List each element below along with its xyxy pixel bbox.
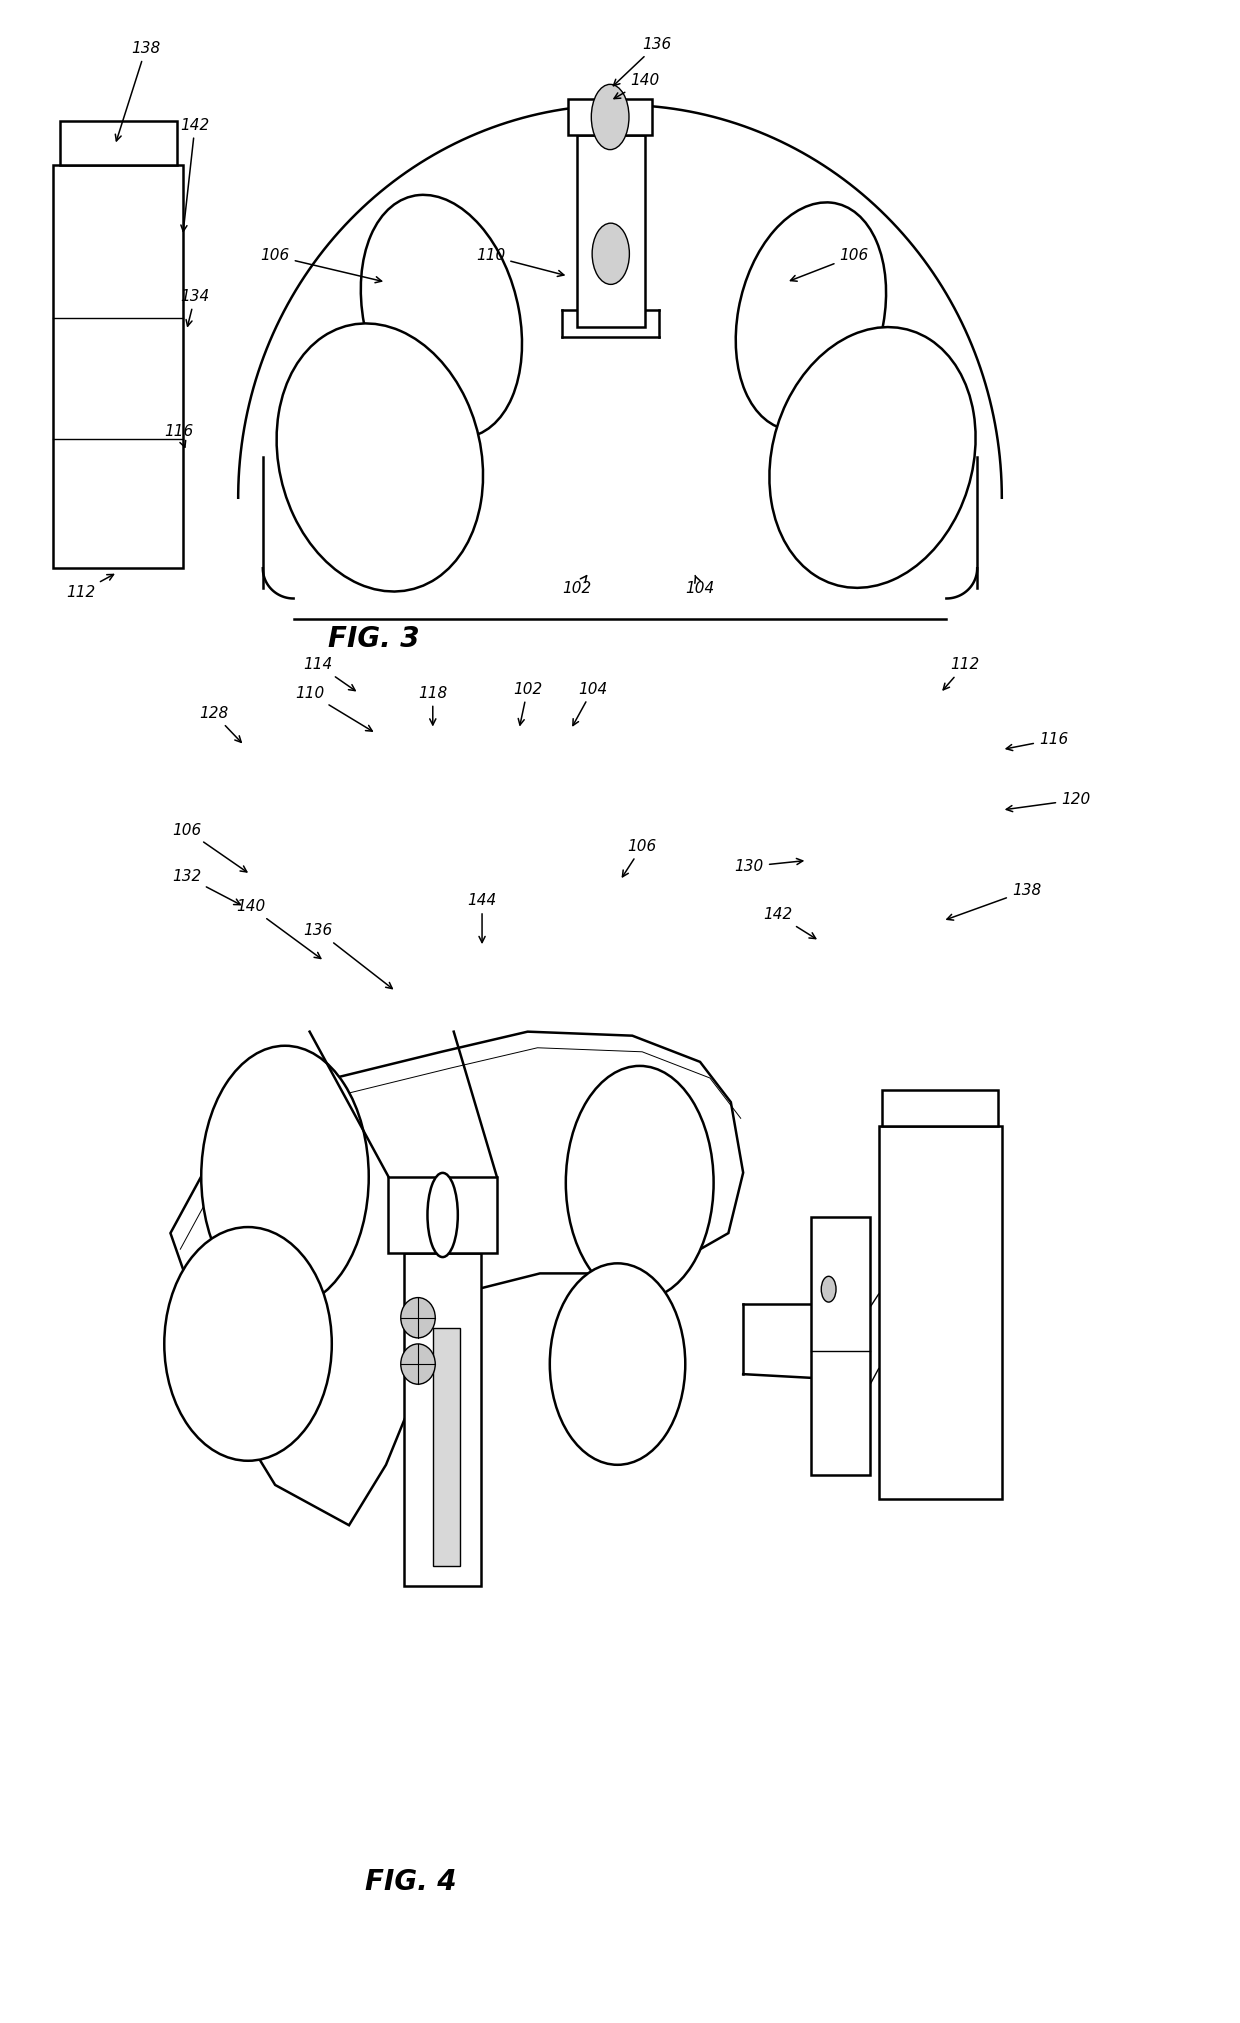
Ellipse shape: [584, 1094, 696, 1270]
Text: 110: 110: [295, 686, 372, 730]
Polygon shape: [238, 105, 1002, 619]
Text: 118: 118: [418, 686, 448, 724]
Text: 136: 136: [304, 922, 392, 989]
Ellipse shape: [766, 249, 856, 384]
Text: 106: 106: [622, 840, 657, 876]
Text: 102: 102: [562, 577, 591, 597]
Text: 116: 116: [1006, 732, 1068, 751]
Ellipse shape: [428, 1173, 458, 1256]
Text: 116: 116: [165, 423, 193, 447]
Text: 144: 144: [467, 894, 497, 943]
Ellipse shape: [277, 324, 484, 591]
Ellipse shape: [799, 364, 946, 552]
FancyBboxPatch shape: [883, 1090, 998, 1127]
Text: 106: 106: [790, 249, 869, 281]
Text: 120: 120: [1007, 793, 1090, 811]
Ellipse shape: [401, 1297, 435, 1337]
Ellipse shape: [401, 1343, 435, 1384]
Text: 138: 138: [947, 884, 1042, 920]
Text: 136: 136: [614, 36, 672, 85]
Ellipse shape: [549, 1262, 686, 1465]
Text: 114: 114: [304, 657, 355, 690]
Ellipse shape: [361, 194, 522, 439]
Ellipse shape: [377, 218, 506, 415]
Ellipse shape: [593, 223, 630, 285]
FancyBboxPatch shape: [811, 1218, 870, 1475]
Text: 102: 102: [513, 682, 542, 724]
Text: 140: 140: [614, 73, 660, 99]
Ellipse shape: [750, 225, 870, 409]
Ellipse shape: [565, 1066, 713, 1299]
Text: 132: 132: [172, 870, 241, 904]
Ellipse shape: [216, 1070, 353, 1285]
FancyBboxPatch shape: [388, 1177, 497, 1254]
FancyBboxPatch shape: [577, 136, 645, 326]
Text: 106: 106: [260, 249, 382, 283]
Text: 130: 130: [734, 858, 802, 874]
Ellipse shape: [393, 243, 490, 388]
Text: 112: 112: [66, 575, 114, 601]
Ellipse shape: [735, 202, 887, 431]
Polygon shape: [170, 1032, 743, 1525]
FancyBboxPatch shape: [433, 1327, 460, 1566]
FancyBboxPatch shape: [60, 121, 176, 166]
Ellipse shape: [769, 328, 976, 589]
FancyBboxPatch shape: [404, 1254, 481, 1586]
Text: 138: 138: [115, 40, 160, 142]
Ellipse shape: [233, 1096, 337, 1258]
Text: 142: 142: [763, 906, 816, 939]
Text: 142: 142: [181, 117, 210, 231]
Ellipse shape: [591, 85, 629, 150]
FancyBboxPatch shape: [568, 99, 652, 136]
Text: FIG. 4: FIG. 4: [365, 1867, 456, 1896]
Text: 104: 104: [686, 575, 714, 597]
FancyBboxPatch shape: [879, 1127, 1002, 1499]
Ellipse shape: [305, 360, 454, 554]
Text: 112: 112: [944, 657, 980, 690]
Ellipse shape: [821, 1277, 836, 1303]
Text: 128: 128: [198, 706, 242, 742]
Ellipse shape: [567, 1289, 668, 1440]
Text: FIG. 3: FIG. 3: [327, 625, 419, 653]
Text: 110: 110: [476, 249, 564, 277]
Text: 104: 104: [573, 682, 608, 726]
Ellipse shape: [164, 1228, 332, 1461]
FancyBboxPatch shape: [53, 166, 182, 568]
Ellipse shape: [201, 1046, 368, 1307]
Text: 106: 106: [172, 823, 247, 872]
Text: 134: 134: [181, 289, 210, 326]
Ellipse shape: [185, 1256, 311, 1432]
Text: 140: 140: [236, 900, 321, 959]
